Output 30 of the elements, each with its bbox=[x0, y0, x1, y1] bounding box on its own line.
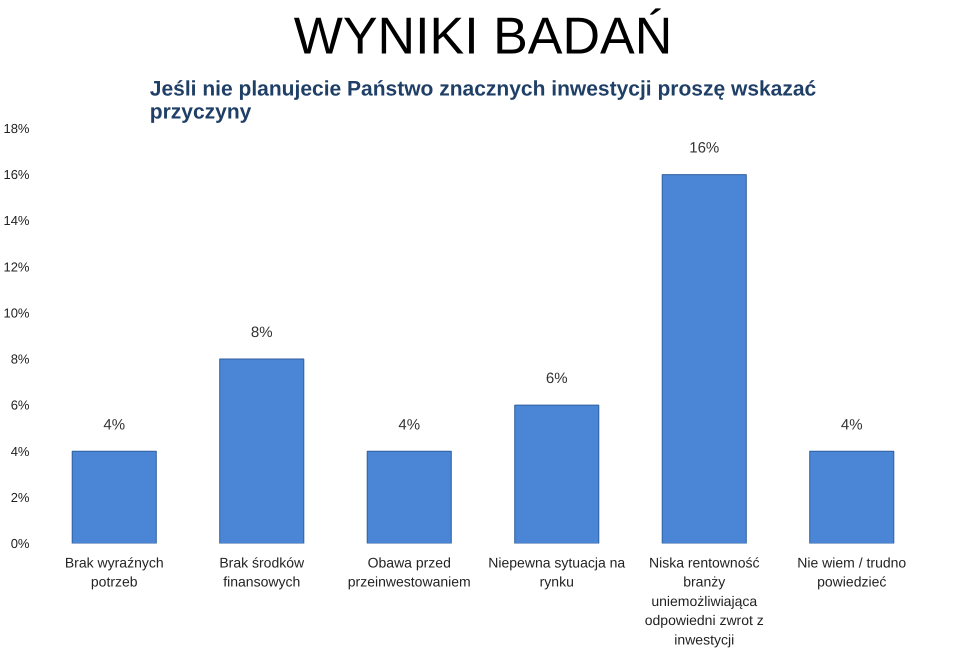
data-label: 8% bbox=[250, 324, 273, 342]
y-tick-label: 16% bbox=[3, 167, 30, 182]
x-tick-label: Nie wiem / trudno powiedzieć bbox=[797, 554, 906, 590]
bar bbox=[662, 174, 747, 544]
x-tick-label: Niepewna sytuacja na rynku bbox=[488, 554, 626, 590]
y-tick-label: 4% bbox=[10, 444, 30, 459]
y-tick-label: 14% bbox=[3, 213, 30, 228]
x-tick-label: Brak wyraźnych potrzeb bbox=[64, 554, 164, 590]
bar bbox=[514, 404, 600, 544]
chart-title: WYNIKI BADAŃ bbox=[294, 8, 672, 66]
y-tick-label: 12% bbox=[3, 259, 30, 274]
data-label: 4% bbox=[840, 416, 863, 434]
data-label: 4% bbox=[103, 416, 126, 434]
bar bbox=[72, 450, 157, 544]
data-label: 16% bbox=[689, 140, 720, 157]
y-tick-label: 2% bbox=[10, 490, 30, 505]
data-label: 6% bbox=[546, 370, 568, 388]
x-tick-label: Obawa przed przeinwestowaniem bbox=[348, 554, 471, 590]
data-label: 4% bbox=[398, 416, 420, 434]
bar bbox=[809, 450, 894, 544]
bar bbox=[366, 450, 452, 544]
y-tick-label: 10% bbox=[3, 305, 30, 320]
chart-subtitle: Jeśli nie planujecie Państwo znacznych inwestycji proszę wskazać przyczyny bbox=[150, 78, 817, 124]
y-tick-label: 6% bbox=[10, 398, 30, 413]
y-tick-label: 0% bbox=[10, 536, 30, 551]
x-tick-label: Brak środków finansowych bbox=[219, 554, 306, 590]
y-tick-label: 8% bbox=[10, 352, 30, 367]
bar bbox=[219, 358, 304, 544]
x-tick-label: Niska rentowność branży uniemożliwiająca odpowiedni zwrot z inwestycji bbox=[644, 554, 764, 648]
y-tick-label: 18% bbox=[3, 121, 30, 136]
